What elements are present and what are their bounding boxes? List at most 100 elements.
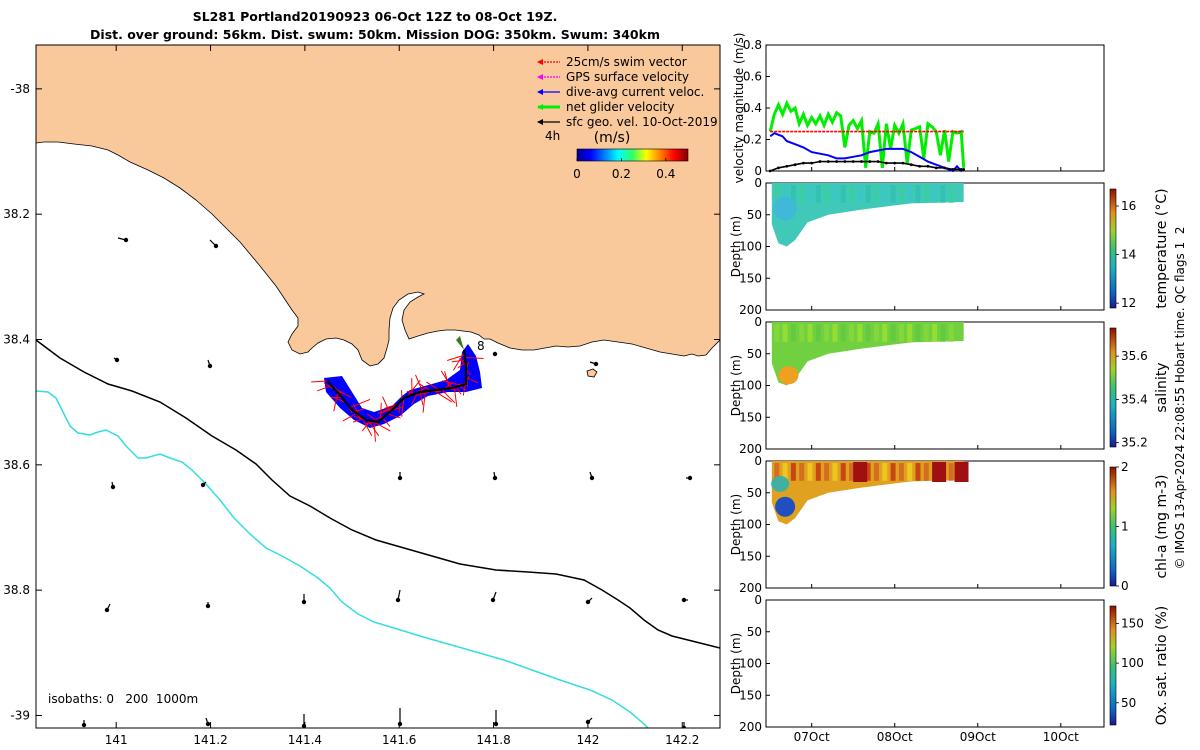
- velocity-series-marker: [793, 163, 797, 167]
- geo-velocity-arrow-head: [493, 721, 499, 727]
- section-y-tick-label: 50: [747, 625, 762, 639]
- section-y-tick-label: 100: [739, 518, 762, 532]
- swim-vector: [452, 352, 465, 371]
- swim-vector: [311, 380, 328, 383]
- land-mass: [36, 45, 720, 367]
- geo-velocity-arrow-head: [81, 722, 87, 728]
- section-y-tick-label: 150: [739, 549, 762, 563]
- net-glider-track-line: [326, 349, 468, 424]
- geo-velocity-arrow-head: [123, 237, 129, 243]
- section-data-patch: [923, 463, 929, 481]
- speed-colorbar-prefix: 4h: [545, 129, 560, 143]
- map-y-tick-label: 38.8: [3, 583, 30, 597]
- time-x-tick-label: 10Oct: [1043, 730, 1079, 744]
- geo-velocity-arrow-head: [205, 721, 211, 727]
- swim-vector: [360, 416, 373, 437]
- velocity-y-tick-label: 0.6: [743, 70, 762, 84]
- section-y-tick-label: 0: [754, 593, 762, 607]
- copyright-note: © IMOS 13-Apr-2024 22:08:55 Hobart time.…: [1173, 227, 1187, 570]
- time-x-tick-label: 09Oct: [960, 730, 996, 744]
- section-data-patch: [840, 463, 846, 481]
- section-data-patch: [790, 185, 796, 203]
- isobath-1000m-line: [36, 390, 650, 728]
- swim-vector: [382, 417, 391, 427]
- section-colorbar-tick-label: 16: [1121, 199, 1136, 213]
- section-data-patch: [940, 185, 946, 203]
- velocity-magnitude-panel: 0 0.2 0.4 0.6 0.8 velocity magnitude (m/s): [732, 33, 1105, 183]
- swim-vector: [440, 370, 453, 389]
- swim-vector: [332, 396, 347, 403]
- section-colorbar: [1109, 188, 1117, 309]
- section-data-patch: [807, 463, 813, 481]
- section-y-tick-label: 50: [747, 486, 762, 500]
- section-y-tick-label: 100: [739, 240, 762, 254]
- section-data-patch: [799, 185, 805, 203]
- section-colorbar-label: temperature (°C): [1154, 188, 1170, 308]
- velocity-series-marker: [885, 161, 888, 165]
- track-label: 8: [477, 339, 485, 353]
- section-data-patch: [865, 463, 871, 481]
- geo-velocity-arrow-head: [301, 599, 307, 605]
- velocity-series-marker: [943, 166, 946, 170]
- geo-velocity-arrow-head: [213, 243, 219, 249]
- swim-vector: [342, 412, 357, 422]
- geo-velocity-arrow-head: [585, 599, 591, 605]
- swim-vector: [418, 382, 431, 392]
- section-data-patch: [948, 463, 954, 481]
- section-data-patch: [882, 463, 888, 481]
- chart-title-line2: Dist. over ground: 56km. Dist. swum: 50k…: [90, 27, 660, 42]
- map-y-tick-label: -39: [10, 708, 30, 722]
- section-data-patch: [915, 463, 921, 481]
- map-panel: 8 141 141.2 141.4 141.6 141.8 142 142.2 -38 38.…: [3, 44, 721, 747]
- velocity-series-marker: [926, 164, 930, 168]
- section-data-patch: [948, 185, 954, 203]
- velocity-series-marker: [893, 161, 897, 165]
- isobath-200m-line: [36, 339, 720, 649]
- velocity-series-marker: [785, 164, 789, 168]
- section-y-axis-label: Depth (m): [729, 355, 743, 416]
- velocity-series-marker: [851, 160, 855, 163]
- section-colorbar-label: chl-a (mg m-3): [1154, 474, 1170, 578]
- section-panel: 0 50 100 150 200 Depth (m) 35.2 35.4 35.6 salinit…: [729, 315, 1170, 456]
- legend-entry-label: 25cm/s swim vector: [566, 55, 687, 69]
- velocity-series-marker: [918, 164, 922, 168]
- map-x-tick-label: 141.4: [288, 733, 322, 747]
- section-data-patch: [815, 185, 821, 203]
- geo-velocity-arrow-head: [492, 475, 498, 481]
- section-colorbar-tick-label: 100: [1121, 656, 1144, 670]
- geo-velocity-arrow-head: [589, 475, 595, 481]
- section-data-patch: [849, 185, 855, 203]
- section-data-patch: [873, 185, 879, 203]
- time-x-ticks: 07Oct 08Oct 09Oct 10Oct: [794, 730, 1079, 744]
- section-data-patch: [923, 185, 929, 203]
- section-data-patch: [853, 462, 868, 482]
- swim-vector: [456, 386, 462, 395]
- section-data-patch: [907, 463, 913, 481]
- swim-vector: [406, 379, 421, 398]
- velocity-series-marker: [826, 160, 830, 163]
- geo-velocity-arrow-head: [200, 482, 206, 488]
- section-data-patch: [865, 324, 871, 342]
- speed-colorbar-tick-label: 0.2: [612, 167, 631, 181]
- map-x-tick-label: 142: [576, 733, 599, 747]
- section-y-tick-label: 200: [739, 303, 762, 317]
- velocity-series-marker: [909, 163, 913, 167]
- section-data-patch: [932, 185, 938, 203]
- section-data-patch: [857, 185, 863, 203]
- legend-arrowhead: [537, 59, 543, 65]
- swim-vector: [349, 398, 371, 408]
- section-data-patch: [915, 324, 921, 342]
- section-data-patch: [799, 324, 805, 342]
- section-y-tick-label: 0: [754, 315, 762, 329]
- section-data-patch: [849, 324, 855, 342]
- speed-colorbar-tick-label: 0: [573, 167, 581, 181]
- section-colorbar: [1109, 605, 1117, 726]
- velocity-series-marker: [835, 160, 838, 163]
- velocity-series-marker: [868, 160, 872, 163]
- map-y-tick-label: -38: [10, 82, 30, 96]
- section-data-patch: [807, 185, 813, 203]
- section-data-patch: [773, 196, 798, 221]
- time-x-tick-label: 08Oct: [877, 730, 913, 744]
- section-data-patch: [873, 324, 879, 342]
